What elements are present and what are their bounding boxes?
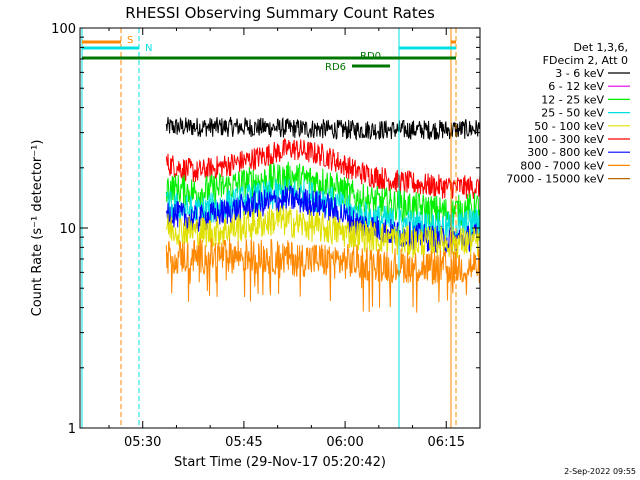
legend-header-0: Det 1,3,6, [573,41,628,54]
annotation-label-rd6: RD6 [325,62,346,73]
x-tick-label-2: 06:00 [326,435,363,450]
legend-entry-label-6: 300 - 800 keV [527,146,604,159]
legend-entry-label-1: 6 - 12 keV [548,80,604,93]
y-tick-label-0: 1 [68,422,76,437]
x-axis: 05:30 05:45 06:00 06:15 [108,28,481,450]
series-line-0 [165,116,480,141]
series-layer [165,116,480,313]
legend-entry-label-3: 25 - 50 keV [541,107,604,120]
y-tick-label-1: 10 [59,222,76,237]
y-axis: 1 10 100 [51,22,480,437]
series-line-6 [165,238,480,313]
series-line-2 [165,161,480,227]
annotation-layer: S N RD0 RD6 [81,28,457,428]
series-line-1 [165,137,480,199]
y-tick-label-2: 100 [51,22,76,37]
y-axis-label: Count Rate (s⁻¹ detector⁻¹) [30,140,45,317]
x-axis-label: Start Time (29-Nov-17 05:20:42) [174,455,386,470]
legend-entry-label-5: 100 - 300 keV [527,133,604,146]
footer-date: 2-Sep-2022 09:55 [564,467,636,476]
legend-entry-label-2: 12 - 25 keV [541,93,604,106]
legend-entry-label-4: 50 - 100 keV [534,120,604,133]
legend-entry-label-7: 800 - 7000 keV [520,159,604,172]
annotation-label-s: S [127,35,133,46]
legend-header-1: FDecim 2, Att 0 [543,54,628,67]
series-line-4 [165,185,480,254]
annotation-label-rd0: RD0 [360,51,381,62]
chart-title: RHESSI Observing Summary Count Rates [125,4,435,22]
legend-entry-label-0: 3 - 6 keV [555,67,604,80]
x-tick-label-3: 06:15 [428,435,465,450]
x-tick-label-0: 05:30 [124,435,161,450]
series-line-5 [165,205,480,260]
x-tick-label-1: 05:45 [225,435,262,450]
legend-entry-label-8: 7000 - 15000 keV [506,173,604,186]
annotation-label-n: N [145,43,152,54]
